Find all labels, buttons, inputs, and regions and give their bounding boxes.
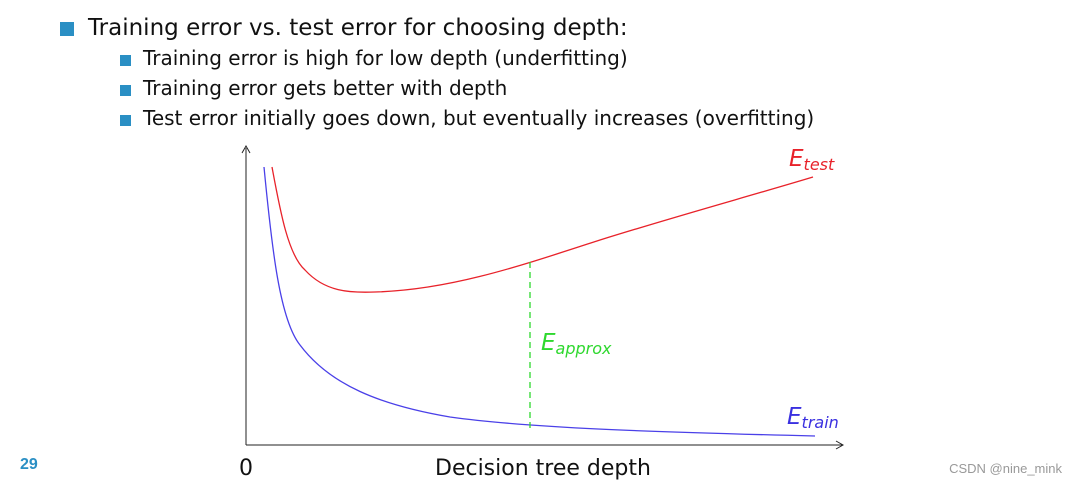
label-symbol: E — [789, 146, 804, 172]
axis-arrow — [241, 144, 251, 154]
x-axis-label: Decision tree depth — [435, 456, 651, 481]
curve-label: Etest — [789, 146, 835, 174]
sub-bullet-icon — [120, 55, 131, 66]
sub-bullet-text: Test error initially goes down, but even… — [142, 106, 814, 130]
train-error-curve — [263, 166, 816, 437]
sub-bullet-text: Training error gets better with depth — [142, 76, 507, 100]
x-origin-label: 0 — [239, 456, 253, 481]
axis-arrow — [835, 440, 845, 450]
label-subscript: approx — [556, 339, 612, 358]
label-subscript: train — [802, 413, 839, 432]
test-error-curve — [271, 166, 814, 293]
watermark: CSDN @nine_mink — [949, 461, 1062, 476]
page-number: 29 — [20, 456, 38, 473]
label-symbol: E — [541, 330, 556, 356]
gap-label: Eapprox — [541, 330, 612, 358]
label-symbol: E — [787, 404, 802, 430]
sub-bullet-icon — [120, 85, 131, 96]
sub-bullet-text: Training error is high for low depth (un… — [142, 46, 628, 70]
diagram: Etest Eapprox Etrain 0 Decision tree dep… — [239, 144, 845, 481]
bullet-icon — [60, 22, 74, 36]
label-subscript: test — [804, 155, 835, 174]
curve-label: Etrain — [787, 404, 839, 432]
sub-bullet-icon — [120, 115, 131, 126]
bullet-text: Training error vs. test error for choosi… — [87, 15, 628, 41]
